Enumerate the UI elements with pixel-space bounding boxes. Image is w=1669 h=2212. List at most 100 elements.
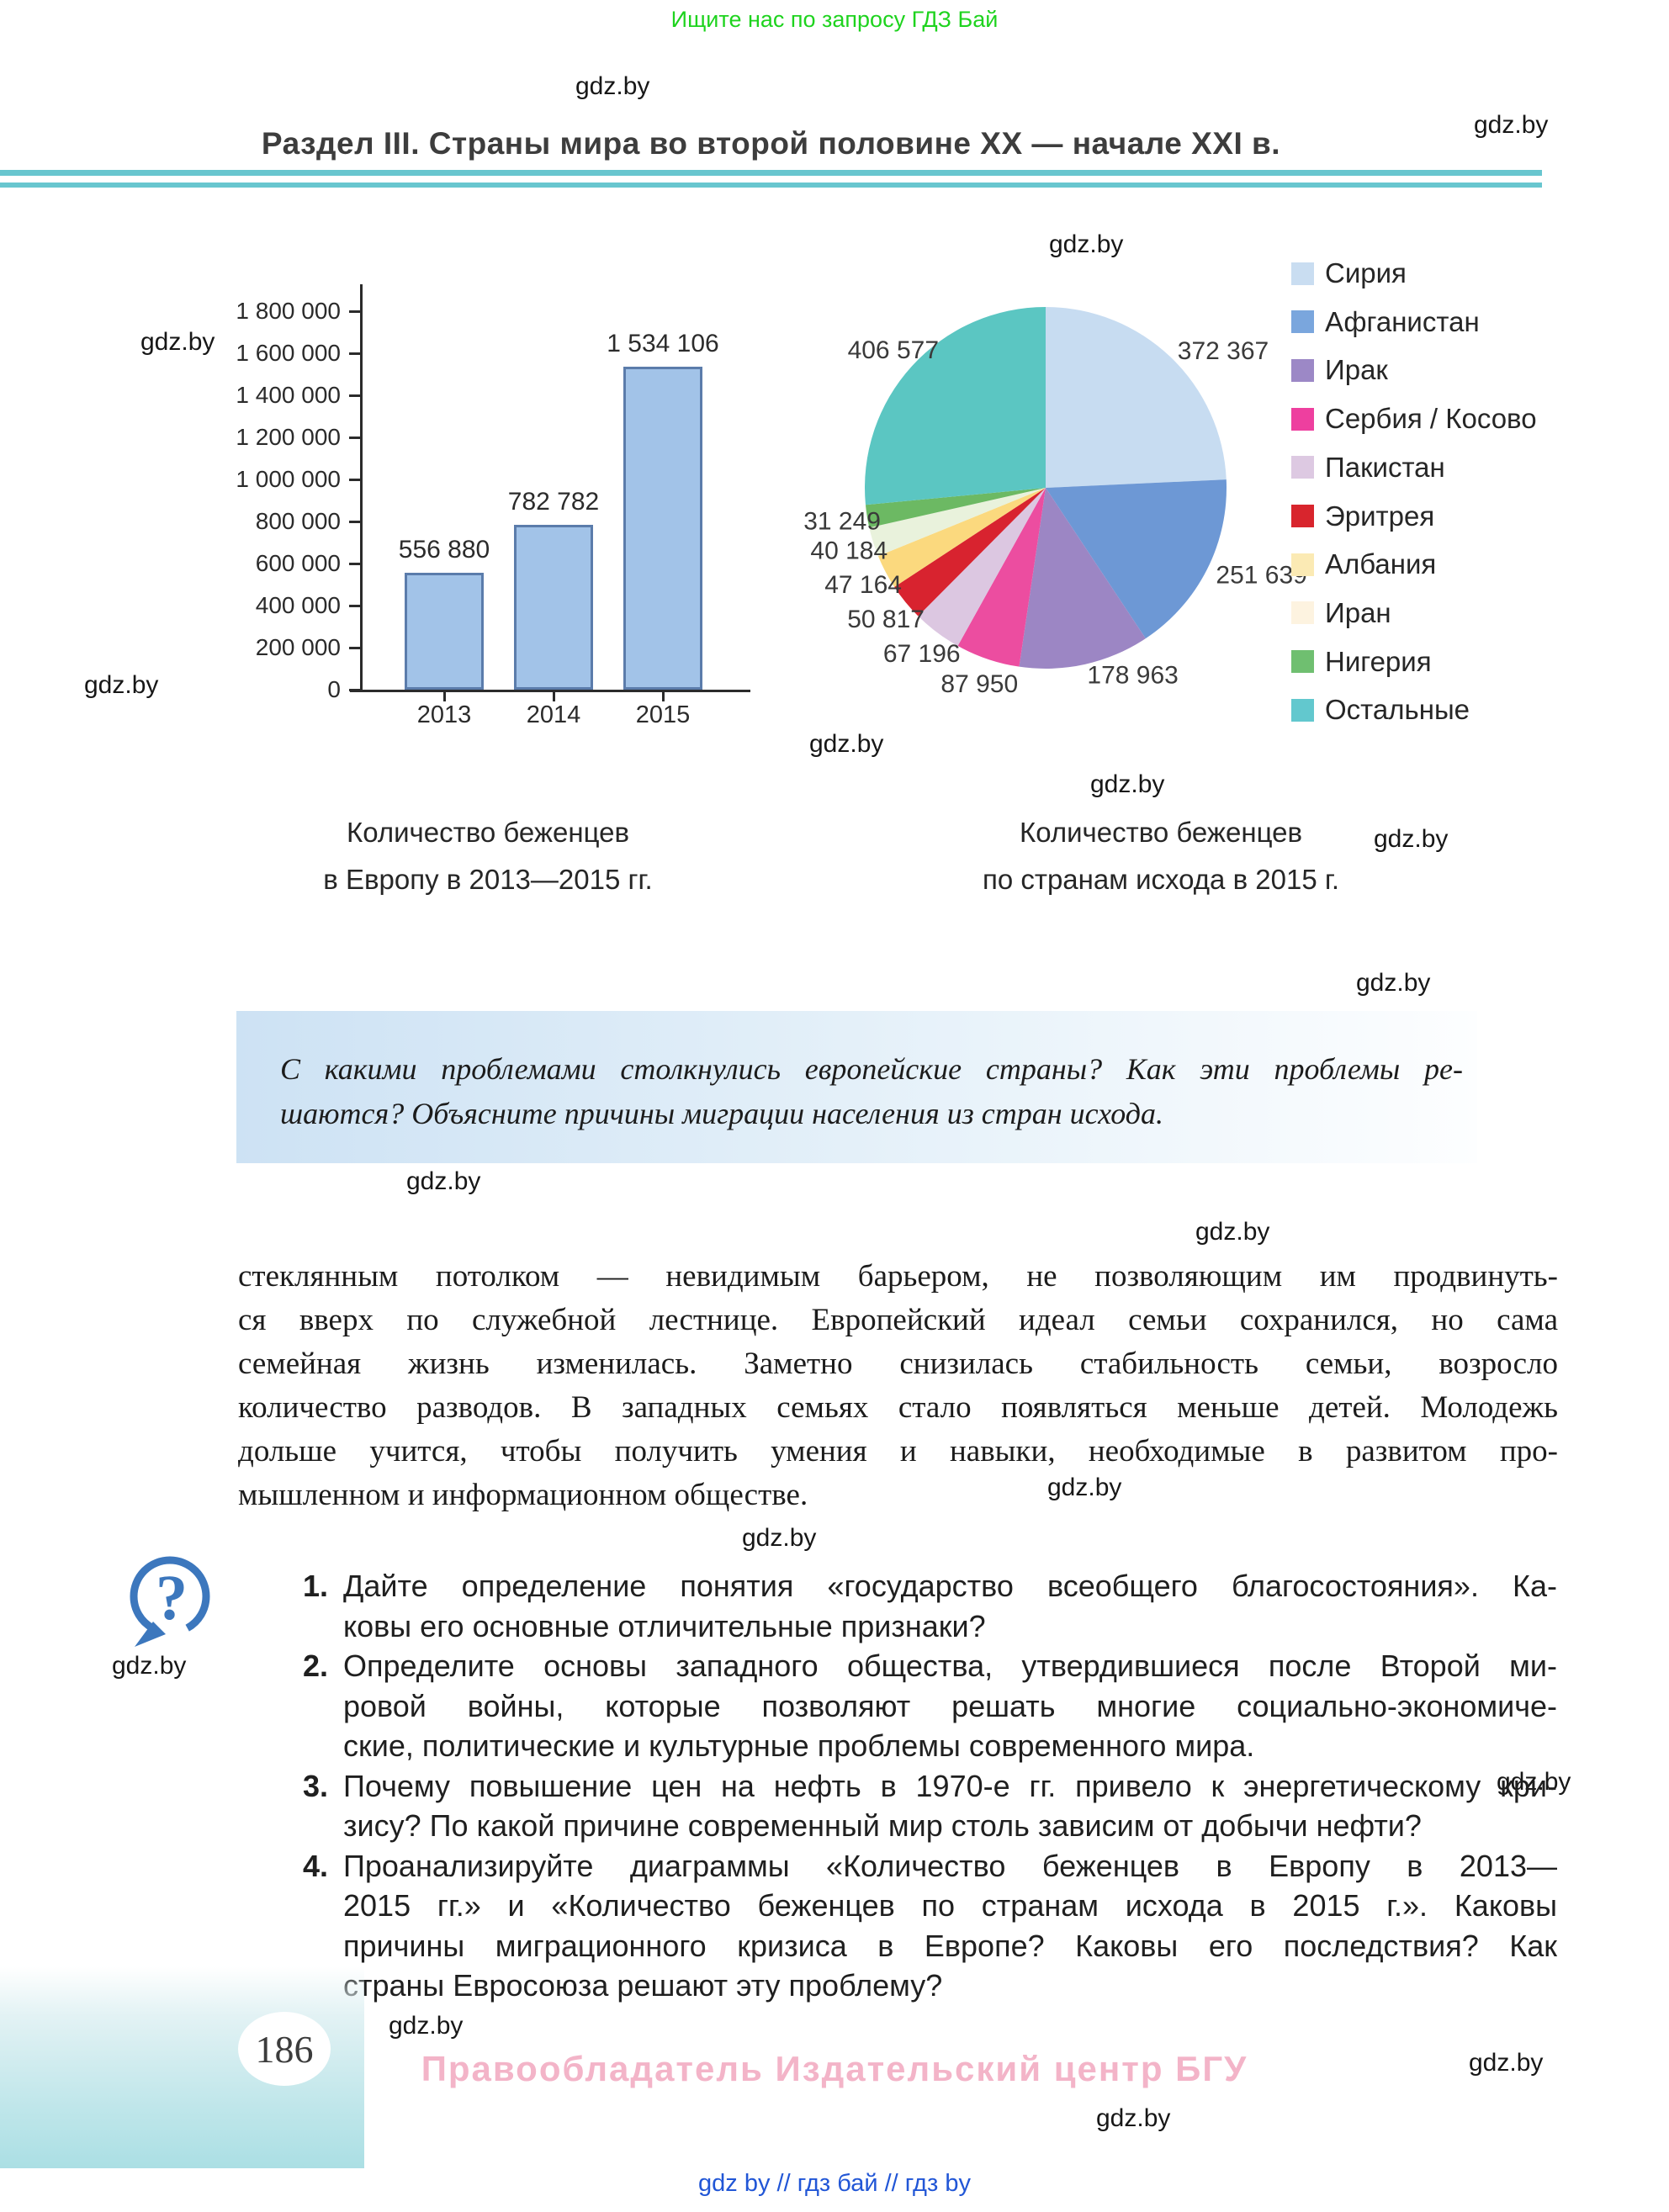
question-1-line: ковы его основные отличительные признаки… (343, 1608, 986, 1643)
paragraph-line: количество разводов. В западных семьях с… (238, 1390, 1558, 1425)
y-tick (349, 394, 362, 397)
pie-legend: Сирия Афганистан Ирак Сербия / Косово Пакист… (1291, 249, 1661, 725)
y-tick-label: 1 400 000 (236, 382, 341, 408)
legend-label: Сирия (1325, 257, 1407, 288)
x-tick (662, 691, 665, 701)
legend-item: Остальные (1291, 685, 1470, 734)
pie-value-label: 87 950 (940, 670, 1018, 698)
question-number: 2. (303, 1648, 329, 1683)
pie-slice-2 (1019, 488, 1146, 669)
pie-value-label: 372 367 (1178, 337, 1269, 365)
year-label: 2013 (416, 701, 472, 728)
y-tick (349, 352, 362, 355)
question-2-line: ские, политические и культурные проблемы… (343, 1728, 1255, 1763)
pie-value-label: 31 249 (803, 508, 881, 536)
top-banner: Ищите нас по запросу ГДЗ Бай (670, 7, 999, 32)
pie-caption-line-1: Количество беженцев (1020, 817, 1302, 848)
gdzby-watermark: gdz.by (112, 1652, 187, 1680)
pie-slice-5 (894, 488, 1046, 617)
legend-label: Афганистан (1325, 305, 1480, 337)
decor-rule-bottom (0, 183, 1542, 188)
y-tick-label: 1 600 000 (236, 340, 341, 366)
bar-caption-line-1: Количество беженцев (347, 817, 629, 848)
bar-value-label: 1 534 106 (607, 330, 719, 357)
legend-item: Ирак (1291, 346, 1388, 394)
y-tick-label: 1 800 000 (236, 298, 341, 324)
paragraph-line: ся вверх по служебной лестнице. Европейс… (238, 1303, 1558, 1337)
gdzby-watermark: gdz.by (1497, 1768, 1571, 1796)
pie-slice-9 (865, 307, 1046, 505)
y-tick (349, 605, 362, 607)
gdzby-watermark: gdz.by (1047, 1474, 1122, 1501)
legend-swatch (1291, 553, 1314, 576)
body-paragraph: стеклянным потолком — невидимым барьером… (238, 1255, 1558, 1517)
pie-slice-7 (869, 488, 1046, 557)
gdzby-watermark: gdz.by (1356, 969, 1431, 997)
question-box: С какими проблемами столкнулись европейс… (236, 1011, 1477, 1163)
question-number: 1. (303, 1569, 329, 1603)
bar-chart-caption: Количество беженцев в Европу в 2013—2015… (269, 809, 707, 903)
y-tick-label: 200 000 (255, 634, 341, 660)
legend-swatch (1291, 601, 1314, 625)
footer-links[interactable]: gdz by // гдз бай // гдз by (698, 2170, 971, 2197)
copyright-text: Правообладатель Издательский центр БГУ (421, 2049, 1248, 2088)
legend-label: Сербия / Косово (1325, 403, 1537, 435)
year-label: 2014 (526, 701, 581, 728)
pie-caption-line-2: по странам исхода в 2015 г. (982, 864, 1340, 895)
legend-label: Пакистан (1325, 451, 1445, 483)
legend-swatch (1291, 407, 1314, 431)
pie-slice-4 (918, 488, 1046, 646)
legend-item: Албания (1291, 540, 1436, 589)
legend-label: Нигерия (1325, 645, 1432, 677)
y-tick (349, 521, 362, 523)
gdzby-watermark: gdz.by (1090, 770, 1165, 798)
legend-item: Сирия (1291, 249, 1407, 298)
bar-value-label: 782 782 (507, 488, 600, 516)
pie-slice-8 (865, 488, 1046, 528)
y-tick (349, 479, 362, 481)
pie-slice-0 (1046, 307, 1227, 488)
question-4-line: причины миграционного кризиса в Европе? … (343, 1928, 1557, 1963)
legend-label: Остальные (1325, 694, 1470, 726)
page-title: Раздел III. Страны мира во второй полови… (261, 126, 1281, 161)
pie-value-label: 50 817 (847, 606, 925, 633)
legend-label: Ирак (1325, 354, 1388, 386)
question-4-line: 2015 гг.» и «Количество беженцев по стра… (343, 1888, 1557, 1923)
y-tick-label: 1 000 000 (236, 466, 341, 492)
y-tick (349, 689, 362, 691)
question-number: 3. (303, 1768, 329, 1803)
gdzby-watermark: gdz.by (389, 2012, 464, 2040)
gdzby-watermark: gdz.by (1049, 230, 1124, 258)
legend-label: Албания (1325, 548, 1437, 580)
y-tick-label: 0 (327, 676, 341, 702)
legend-label: Эритрея (1325, 500, 1435, 532)
paragraph-line: мышленном и информационном обществе. (238, 1478, 808, 1512)
bar-2015 (623, 367, 702, 690)
pie-slice-1 (1046, 479, 1227, 639)
pie-value-label: 67 196 (883, 640, 961, 668)
y-tick (349, 563, 362, 565)
pie-chart-caption: Количество беженцев по странам исхода в … (942, 809, 1380, 903)
gdzby-watermark: gdz.by (1374, 825, 1449, 853)
question-3-line: зису? По какой причине современный мир с… (343, 1808, 1422, 1843)
decor-rule-top (0, 170, 1542, 176)
page-number-badge: 186 (238, 2012, 331, 2086)
legend-swatch (1291, 650, 1314, 674)
y-tick-label: 800 000 (255, 508, 341, 534)
x-tick (443, 691, 446, 701)
legend-swatch (1291, 456, 1314, 479)
legend-swatch (1291, 310, 1314, 334)
y-tick-label: 400 000 (255, 592, 341, 618)
gdzby-watermark: gdz.by (406, 1167, 481, 1195)
x-tick (553, 691, 555, 701)
legend-item: Иран (1291, 589, 1391, 638)
bar-2014 (514, 525, 593, 690)
pie-slice-6 (877, 488, 1046, 587)
legend-item: Афганистан (1291, 298, 1480, 347)
gdzby-watermark: gdz.by (575, 72, 650, 100)
question-box-line-2: шаются? Объясните причины миграции насел… (280, 1097, 1163, 1130)
icon-bubble-tail (135, 1622, 166, 1647)
gdzby-watermark: gdz.by (1474, 111, 1549, 139)
question-box-line-1: С какими проблемами столкнулись европейс… (280, 1052, 1463, 1086)
